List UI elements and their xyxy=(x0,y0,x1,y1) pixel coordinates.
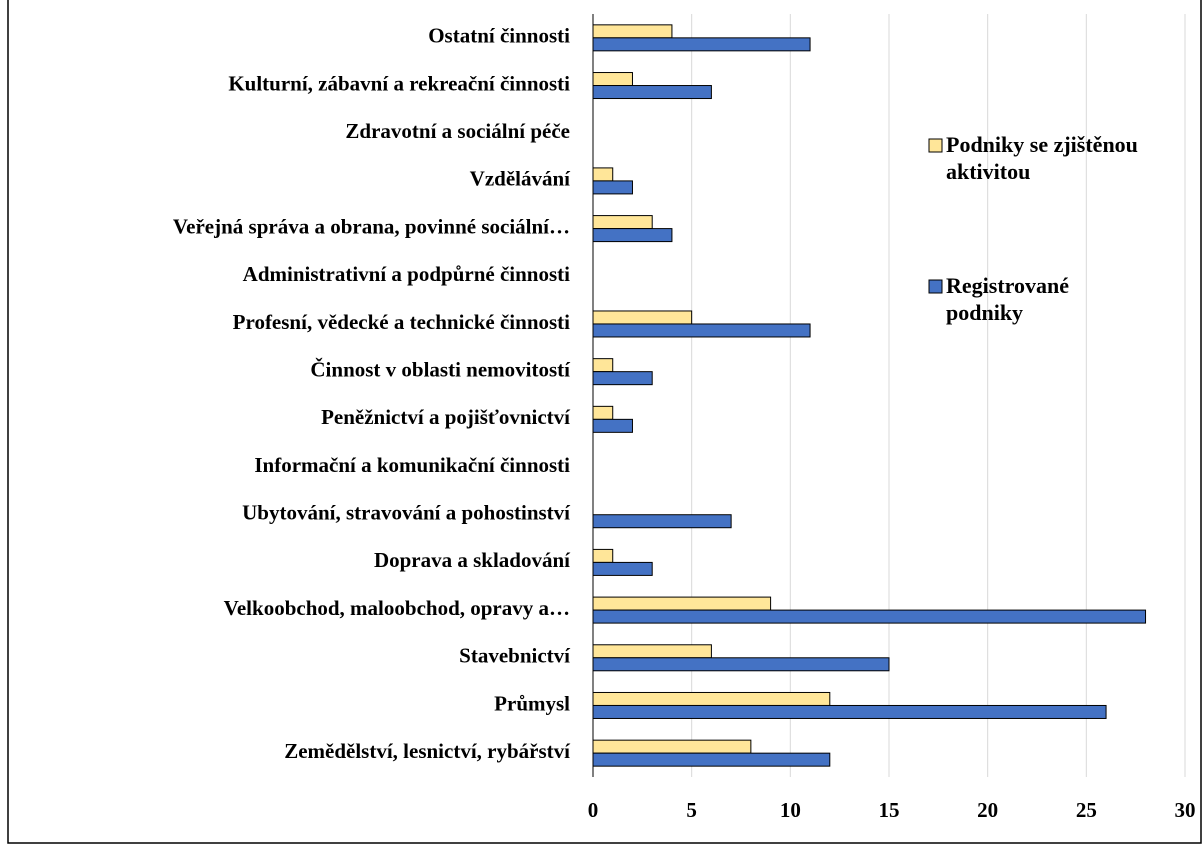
y-tick-label: Administrativní a podpůrné činnosti xyxy=(243,262,570,286)
x-tick-label: 25 xyxy=(1076,798,1097,822)
bar xyxy=(592,418,633,433)
bar xyxy=(592,704,1107,719)
y-tick-label: Doprava a skladování xyxy=(374,548,571,572)
bar xyxy=(592,596,772,611)
y-tick-label: Kulturní, zábavní a rekreační činnosti xyxy=(228,71,570,95)
x-tick-label: 15 xyxy=(879,798,900,822)
y-tick-label: Vzdělávání xyxy=(470,167,572,191)
y-tick-label: Veřejná správa a obrana, povinné sociáln… xyxy=(173,214,570,238)
bar xyxy=(592,548,614,563)
bar xyxy=(592,691,831,706)
y-tick-label: Zdravotní a sociální péče xyxy=(345,119,570,143)
bar xyxy=(592,24,673,39)
bar xyxy=(592,215,653,230)
legend-swatch xyxy=(928,138,943,153)
bar xyxy=(592,85,712,100)
y-tick-label: Informační a komunikační činnosti xyxy=(254,453,570,477)
bar xyxy=(592,167,614,182)
y-tick-label: Velkoobchod, maloobchod, opravy a… xyxy=(224,596,570,620)
x-tick-label: 0 xyxy=(588,798,599,822)
legend-entry: Podniky se zjištěnou aktivitou xyxy=(946,132,1138,184)
x-tick-label: 5 xyxy=(686,798,697,822)
y-tick-label: Průmysl xyxy=(494,691,570,715)
legend-swatch xyxy=(928,279,943,294)
bar xyxy=(592,644,712,659)
bar xyxy=(592,752,831,767)
bar xyxy=(592,37,811,52)
bar xyxy=(592,72,633,87)
x-tick-label: 10 xyxy=(780,798,801,822)
bar xyxy=(592,180,633,195)
y-tick-label: Stavebnictví xyxy=(459,644,571,668)
x-tick-label: 20 xyxy=(977,798,998,822)
y-tick-label: Ubytování, stravování a pohostinství xyxy=(242,501,571,525)
x-tick-label: 30 xyxy=(1175,798,1196,822)
bar xyxy=(592,405,614,420)
bar xyxy=(592,323,811,338)
y-tick-label: Činnost v oblasti nemovitostí xyxy=(310,357,571,381)
chart-border xyxy=(7,0,1202,844)
y-tick-label: Zemědělství, lesnictví, rybářství xyxy=(284,739,571,763)
bar xyxy=(592,310,693,325)
bar xyxy=(592,514,732,529)
y-tick-label: Ostatní činnosti xyxy=(428,24,570,48)
bar xyxy=(592,228,673,243)
y-tick-label: Profesní, vědecké a technické činnosti xyxy=(233,310,570,334)
bar xyxy=(592,739,752,754)
bar xyxy=(592,561,653,576)
bar xyxy=(592,609,1147,624)
y-tick-label: Peněžnictví a pojišťovnictví xyxy=(321,405,571,429)
bar xyxy=(592,358,614,373)
legend-entry: Registrované podniky xyxy=(946,273,1070,325)
bar xyxy=(592,371,653,386)
bar xyxy=(592,657,890,672)
